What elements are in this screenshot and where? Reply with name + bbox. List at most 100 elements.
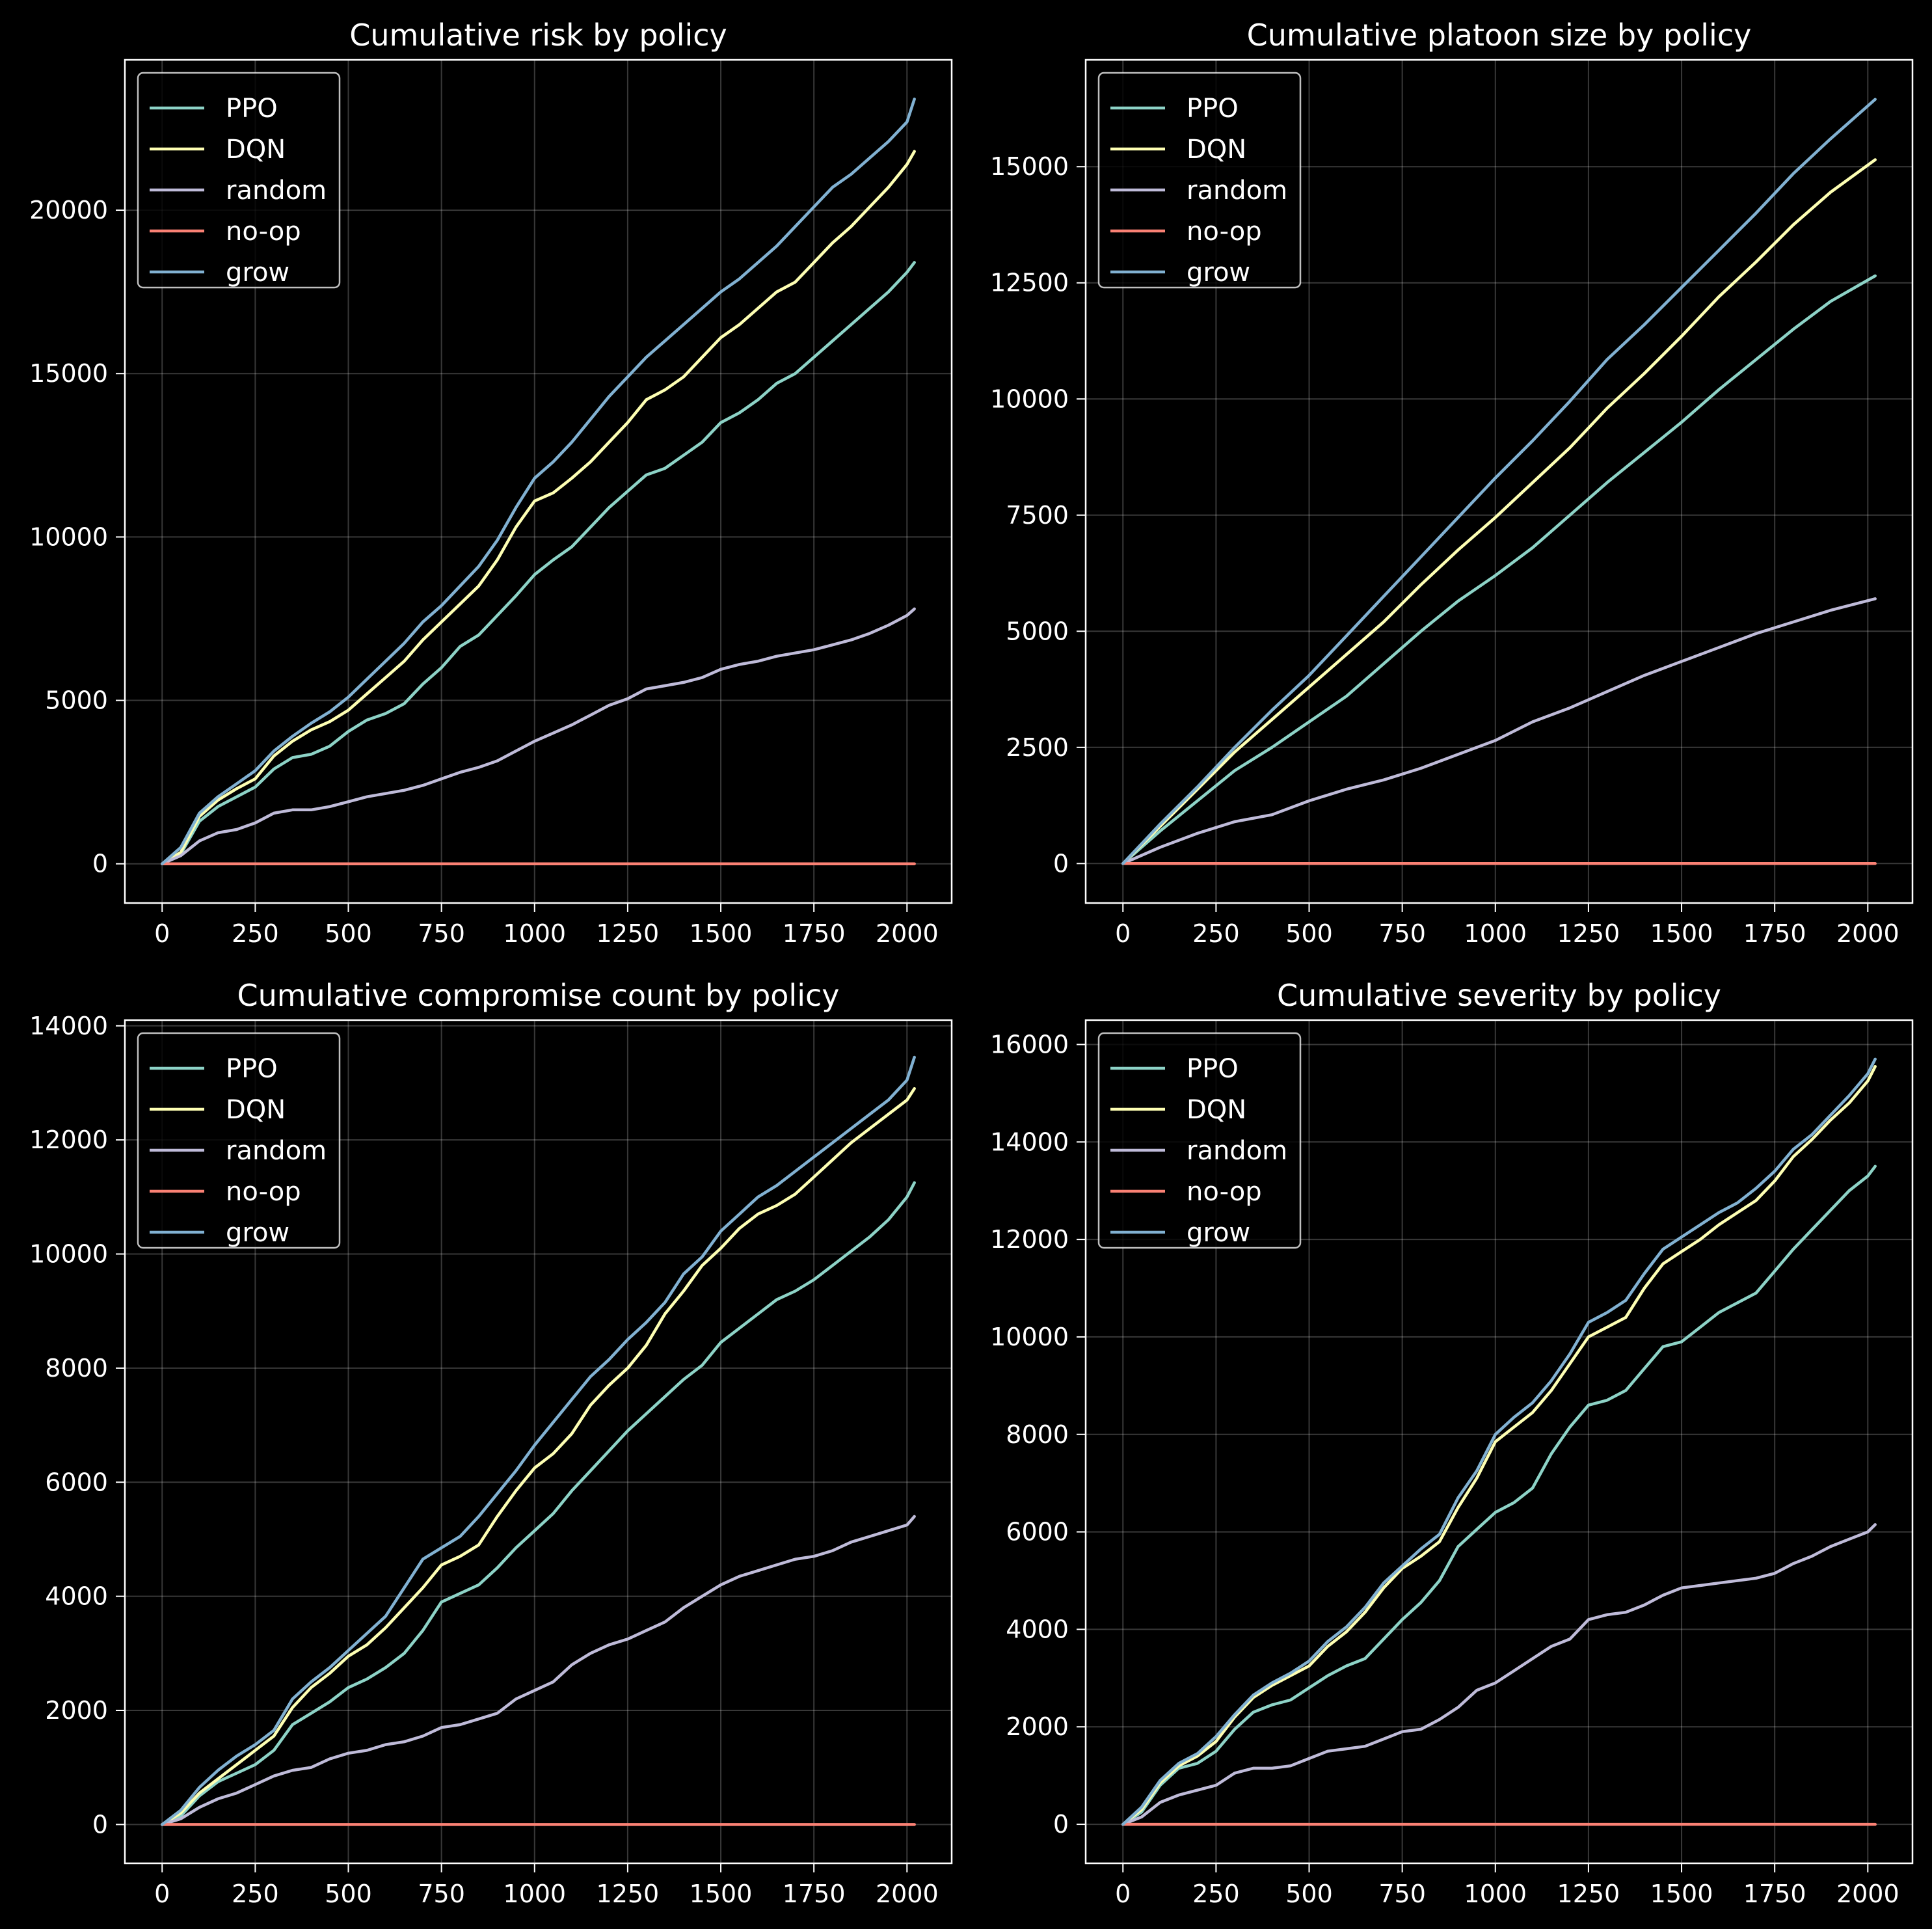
legend-box <box>137 72 341 289</box>
x-tick-label: 500 <box>1285 1880 1333 1908</box>
series-line-random <box>1121 597 1877 865</box>
legend-label-no-op: no-op <box>1187 217 1262 247</box>
series-line-grow <box>161 98 916 865</box>
legend-label-ppo: PPO <box>226 94 278 124</box>
x-tick-label: 250 <box>232 1880 279 1908</box>
legend-label-no-op: no-op <box>1187 1177 1262 1207</box>
x-tick-label: 750 <box>418 1880 465 1908</box>
x-tick-label: 750 <box>418 919 465 948</box>
y-tick-label: 15000 <box>29 359 108 388</box>
plot-frame <box>1084 59 1914 904</box>
y-tick-label: 2000 <box>1006 1712 1069 1741</box>
legend-label-random: random <box>1187 1136 1287 1166</box>
y-tick-label: 5000 <box>45 686 108 715</box>
series-line-ppo <box>161 1181 916 1826</box>
chart-panel-3: Cumulative compromise count by policy 0 25… <box>29 978 953 1908</box>
y-tick-label: 10000 <box>29 1240 108 1269</box>
y-tick-label: 6000 <box>45 1468 108 1496</box>
x-tick-label: 0 <box>154 1880 170 1908</box>
y-tick-label: 0 <box>92 1810 108 1839</box>
chart-title: Cumulative platoon size by policy <box>1247 18 1752 53</box>
x-tick-label: 1000 <box>1464 1880 1527 1908</box>
plot-frame <box>1084 1019 1914 1865</box>
y-tick-label: 10000 <box>990 384 1069 413</box>
axes: 0 250 500 750 1000 1250 1500 1750 2000 0 2000 4000 6… <box>29 1012 939 1908</box>
x-tick-label: 1500 <box>1650 1880 1713 1908</box>
y-tick-label: 8000 <box>1006 1420 1069 1449</box>
series-lines <box>161 1055 916 1826</box>
grid-lines <box>125 60 952 903</box>
legend-box <box>137 1032 341 1249</box>
y-tick-label: 15000 <box>990 152 1069 181</box>
legend: PPO DQN random no-op grow <box>137 72 341 289</box>
y-tick-label: 2500 <box>1006 733 1069 762</box>
x-tick-label: 1500 <box>1650 919 1713 948</box>
x-tick-label: 500 <box>1285 919 1333 948</box>
x-tick-label: 1750 <box>1743 1880 1806 1908</box>
x-tick-label: 1000 <box>503 919 566 948</box>
x-tick-label: 1750 <box>783 919 846 948</box>
axes: 0 250 500 750 1000 1250 1500 1750 2000 0 2000 4000 6… <box>990 1030 1899 1908</box>
axes: 0 250 500 750 1000 1250 1500 1750 20000500010000… <box>29 196 939 948</box>
legend: PPO DQN random no-op grow <box>1097 72 1302 289</box>
series-line-ppo <box>1121 1165 1877 1826</box>
x-tick-label: 250 <box>232 919 279 948</box>
chart-title: Cumulative compromise count by policy <box>237 978 840 1013</box>
chart-title: Cumulative severity by policy <box>1277 978 1721 1013</box>
y-tick-label: 6000 <box>1006 1518 1069 1546</box>
legend-label-dqn: DQN <box>1187 135 1246 165</box>
legend-box <box>1097 72 1302 289</box>
series-line-grow <box>161 1055 916 1826</box>
y-tick-label: 4000 <box>1006 1615 1069 1643</box>
legend-label-random: random <box>226 1136 327 1166</box>
legend-label-ppo: PPO <box>226 1054 278 1084</box>
x-tick-label: 1250 <box>1557 919 1620 948</box>
x-tick-label: 1250 <box>597 919 660 948</box>
legend: PPO DQN random no-op grow <box>1097 1032 1302 1249</box>
x-tick-label: 1750 <box>1743 919 1806 948</box>
legend-label-grow: grow <box>1187 258 1250 288</box>
legend-label-random: random <box>226 176 327 206</box>
series-line-dqn <box>161 150 916 865</box>
y-tick-label: 5000 <box>1006 617 1069 645</box>
y-tick-label: 10000 <box>990 1323 1069 1351</box>
y-tick-label: 12000 <box>29 1126 108 1154</box>
legend-label-ppo: PPO <box>1187 1054 1239 1084</box>
y-tick-label: 12000 <box>990 1225 1069 1254</box>
series-line-grow <box>1121 1057 1877 1826</box>
x-tick-label: 1000 <box>1464 919 1527 948</box>
y-tick-label: 7500 <box>1006 501 1069 530</box>
x-tick-label: 1500 <box>690 919 753 948</box>
x-tick-label: 2000 <box>876 1880 939 1908</box>
x-tick-label: 750 <box>1378 919 1426 948</box>
y-tick-label: 4000 <box>45 1582 108 1611</box>
series-lines <box>1121 98 1877 865</box>
legend-label-dqn: DQN <box>226 135 286 165</box>
y-tick-label: 14000 <box>29 1012 108 1040</box>
y-tick-label: 20000 <box>29 196 108 224</box>
x-tick-label: 1250 <box>597 1880 660 1908</box>
y-tick-label: 0 <box>1053 1810 1069 1839</box>
x-tick-label: 1000 <box>503 1880 566 1908</box>
x-tick-label: 250 <box>1192 919 1240 948</box>
x-tick-label: 0 <box>154 919 170 948</box>
legend-label-grow: grow <box>226 1218 289 1248</box>
legend-label-dqn: DQN <box>1187 1095 1246 1125</box>
series-line-ppo <box>161 261 916 865</box>
series-line-random <box>161 607 916 865</box>
chart-panel-2: Cumulative platoon size by policy 0 250 500… <box>990 18 1914 948</box>
x-tick-label: 2000 <box>876 919 939 948</box>
series-line-ppo <box>1121 274 1877 865</box>
series-lines <box>1121 1057 1877 1826</box>
legend-label-grow: grow <box>226 258 289 288</box>
chart-panel-1: Cumulative risk by policy 0 250 500 750 1000 1… <box>29 18 953 948</box>
legend-label-random: random <box>1187 176 1287 206</box>
series-line-dqn <box>1121 1064 1877 1826</box>
legend-label-ppo: PPO <box>1187 94 1239 124</box>
series-line-random <box>1121 1523 1877 1826</box>
plot-frame <box>124 1019 953 1865</box>
x-tick-label: 0 <box>1115 1880 1131 1908</box>
y-tick-label: 14000 <box>990 1127 1069 1156</box>
y-tick-label: 2000 <box>45 1696 108 1725</box>
